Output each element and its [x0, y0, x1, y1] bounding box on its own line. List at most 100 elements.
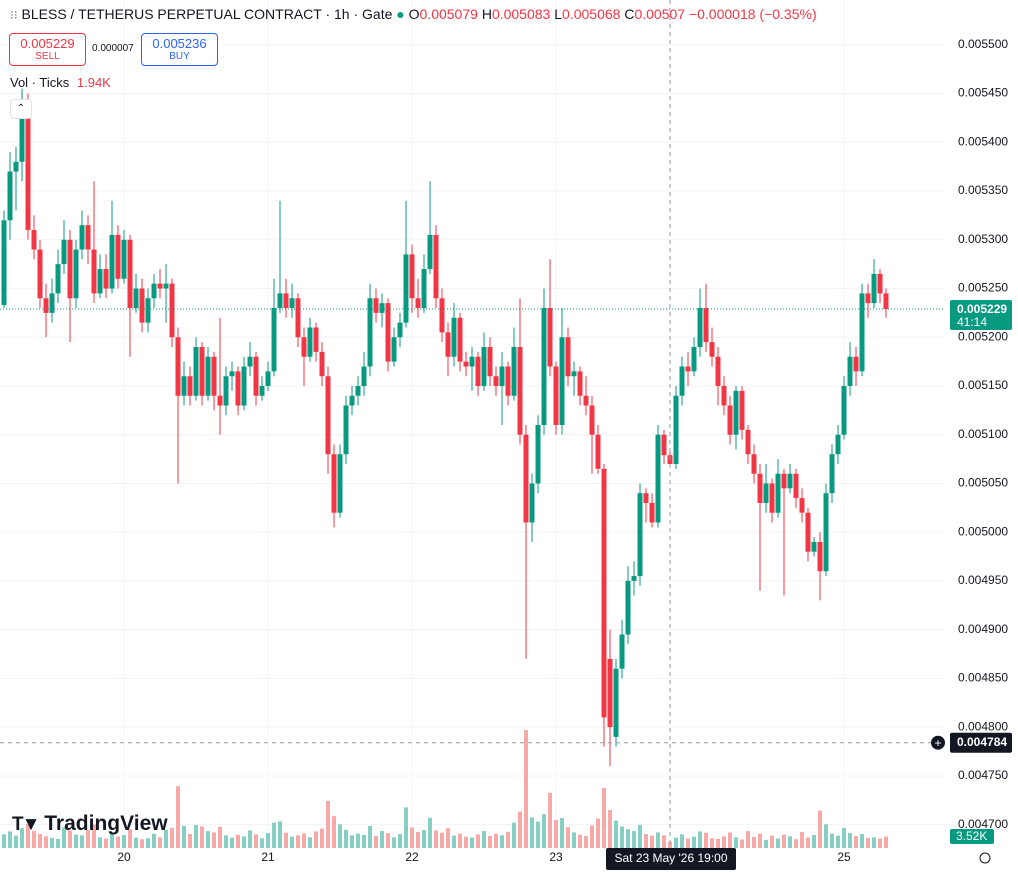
ohlc-value: 0.005079: [419, 6, 478, 22]
volume-bar: [536, 821, 540, 848]
candle-body: [385, 303, 391, 362]
candle-body: [325, 376, 331, 455]
y-tick-label: 0.005450: [958, 86, 1008, 100]
candle-body: [817, 541, 823, 572]
candle-body: [487, 346, 493, 377]
volume-tag-label: 3.52K: [956, 829, 987, 843]
candle-body: [451, 317, 457, 357]
volume-bar: [506, 831, 510, 848]
volume-bar: [44, 836, 48, 848]
candle-body: [295, 298, 301, 338]
volume-bar: [680, 834, 684, 848]
volume-bar: [650, 835, 654, 848]
candle-body: [79, 225, 85, 250]
candle-body: [655, 434, 661, 523]
volume-bar: [320, 828, 324, 848]
candle-body: [559, 337, 565, 425]
candle-body: [793, 473, 799, 499]
volume-bar: [668, 841, 672, 848]
volume-bar: [212, 832, 216, 848]
candle-body: [739, 390, 745, 430]
candle-body: [583, 395, 589, 406]
x-tick-label: 22: [405, 850, 419, 864]
candle-body: [883, 293, 889, 309]
candle-body: [553, 366, 559, 425]
candle-body: [181, 376, 187, 396]
candle-body: [517, 346, 523, 435]
candle-body: [637, 493, 643, 577]
candle-body: [241, 366, 247, 406]
volume-bar: [746, 831, 750, 848]
candle-body: [73, 249, 79, 299]
ohlc-label: H: [481, 6, 492, 22]
ohlc-label: O: [408, 6, 420, 22]
volume-bar: [392, 837, 396, 848]
volume-bar: [26, 823, 30, 848]
volume-bar: [98, 837, 102, 848]
volume-bar: [710, 838, 714, 848]
logo: T▼ TradingView: [12, 812, 168, 836]
candle-body: [577, 371, 583, 396]
volume-bar: [704, 832, 708, 848]
settings-button[interactable]: [979, 852, 991, 864]
candle-body: [223, 376, 229, 406]
volume-bar: [86, 829, 90, 848]
volume-bar: [674, 837, 678, 848]
candle-body: [679, 366, 685, 396]
ohlc-label: L: [554, 6, 563, 22]
volume-bar: [884, 836, 888, 848]
candle-body: [7, 171, 13, 221]
candle-body: [769, 483, 775, 513]
buy-button[interactable]: 0.005236 BUY: [141, 33, 218, 66]
candle-body: [259, 385, 265, 396]
volume-bar: [272, 822, 276, 848]
volume-bar: [350, 835, 354, 848]
y-tick-label: 0.005400: [958, 134, 1008, 148]
candle-body: [397, 322, 403, 338]
volume-bar: [452, 835, 456, 848]
candle-body: [409, 254, 415, 299]
volume-bar: [776, 838, 780, 848]
candle-body: [337, 454, 343, 513]
y-tick-label: 0.004800: [958, 719, 1008, 733]
volume-bar: [308, 837, 312, 848]
volume-bar: [620, 826, 624, 848]
y-tick-label: 0.005300: [958, 232, 1008, 246]
volume-bar: [260, 838, 264, 848]
candle-body: [745, 429, 751, 455]
candle-body: [481, 346, 487, 386]
ohlc-value: 0.005068: [562, 6, 621, 22]
candle-body: [733, 390, 739, 435]
volume-bar: [686, 838, 690, 848]
volume-bar: [404, 807, 408, 848]
volume-bar: [356, 833, 360, 848]
candle-body: [535, 424, 541, 484]
volume-bar: [284, 832, 288, 848]
candle-body: [301, 337, 307, 357]
volume-bar: [542, 814, 546, 848]
candle-body: [727, 405, 733, 435]
change: −0.000018 (−0.35%): [688, 6, 817, 22]
candle-body: [319, 351, 325, 377]
collapse-button[interactable]: ⌃: [10, 99, 32, 119]
volume-bar: [476, 834, 480, 848]
candle-body: [697, 308, 703, 347]
volume-bar: [788, 836, 792, 848]
candle-body: [703, 308, 709, 343]
candle-body: [853, 356, 859, 372]
candle-body: [55, 264, 61, 294]
volume-bar: [518, 811, 522, 848]
volume-bar: [68, 830, 72, 848]
volume-bar: [626, 829, 630, 848]
y-tick-label: 0.005200: [958, 329, 1008, 343]
sell-button[interactable]: 0.005229 SELL: [9, 33, 86, 66]
candle-body: [253, 356, 259, 396]
volume-bar: [296, 835, 300, 848]
candle-body: [193, 346, 199, 396]
candle-body: [445, 332, 451, 357]
volume-bar: [794, 839, 798, 848]
candle-body: [289, 298, 295, 309]
candle-body: [493, 376, 499, 386]
volume-bar: [254, 834, 258, 848]
candle-body: [523, 434, 529, 523]
